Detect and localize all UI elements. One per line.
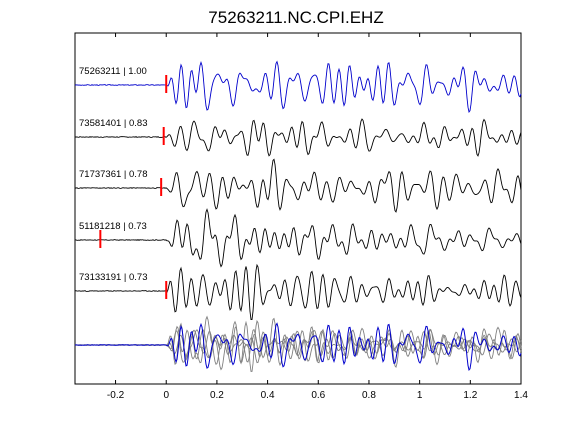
trace-label-2: 73581401 | 0.83 [79, 118, 148, 129]
trace-label-5: 73133191 | 0.73 [79, 272, 148, 283]
plot-area-frame [74, 32, 522, 385]
trace-label-4: 51181218 | 0.73 [79, 221, 147, 232]
x-tick-label: 0 [163, 390, 169, 401]
x-tick-label: 0.8 [362, 390, 376, 401]
trace-label-3: 71737361 | 0.78 [79, 169, 148, 180]
x-tick-label: 1 [417, 390, 423, 401]
x-tick-label: -0.2 [107, 390, 125, 401]
overlay-trace-4 [74, 319, 522, 372]
trace-line-5 [74, 263, 522, 321]
overlay-reference-trace [74, 322, 522, 371]
trace-line-3 [74, 158, 522, 213]
x-tick-label: 0.2 [210, 390, 224, 401]
overlay-trace-2 [74, 317, 522, 369]
overlay-stack [74, 315, 522, 372]
x-tick-label: 1.4 [514, 390, 528, 401]
trace-label-1: 75263211 | 1.00 [79, 66, 147, 77]
x-axis: -0.2 0 0.2 0.4 0.6 0.8 1 1.2 1.4 [107, 33, 528, 401]
x-tick-label: 0.6 [311, 390, 325, 401]
chart-title: 75263211.NC.CPI.EHZ [208, 8, 383, 27]
trace-line-1 [74, 60, 522, 114]
x-tick-label: 1.2 [463, 390, 477, 401]
trace-line-4 [74, 208, 522, 268]
trace-line-2 [74, 118, 522, 157]
x-tick-label: 0.4 [261, 390, 275, 401]
trace-stack: 75263211 | 1.00 73581401 | 0.83 71737361 |… [74, 60, 522, 321]
overlay-trace-3 [74, 315, 522, 371]
